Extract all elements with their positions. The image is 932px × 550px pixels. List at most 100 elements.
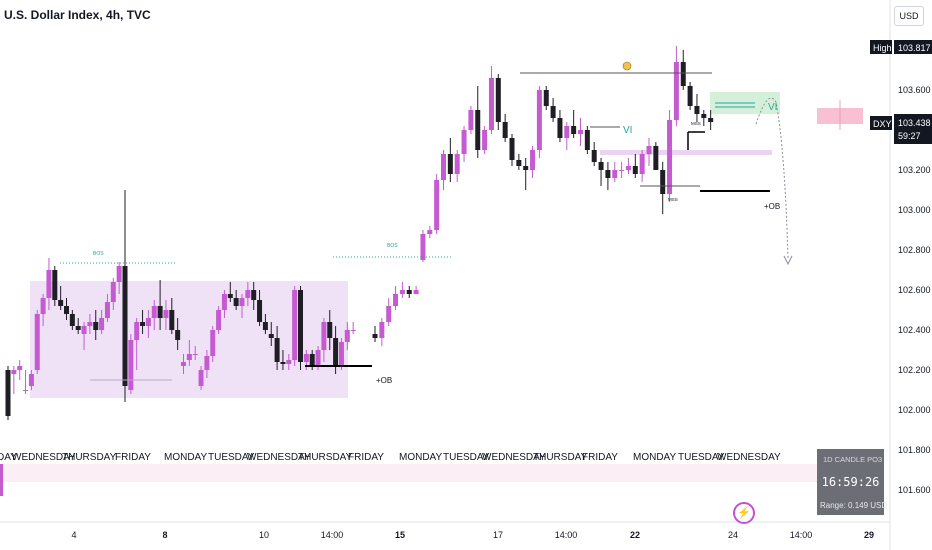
- bos-label-2: BOS: [387, 243, 398, 249]
- candle-a-body-58: [344, 330, 350, 342]
- candle-a-body-14: [87, 322, 93, 326]
- candle-a-body-35: [210, 330, 216, 356]
- candle-a-body-15: [93, 322, 99, 330]
- candle-a-body-28: [169, 310, 175, 330]
- candle-b-body-1: [379, 322, 385, 338]
- candle-b-body-23: [530, 150, 536, 170]
- day-label-12: THURSDAY: [533, 452, 588, 463]
- day-label-14: MONDAY: [633, 452, 676, 463]
- day-label-0: DAY: [0, 452, 17, 463]
- candle-b-body-35: [612, 170, 618, 178]
- price-tick-8: 102.200: [898, 365, 931, 375]
- day-label-3: FRIDAY: [115, 452, 151, 463]
- candle-b-body-36: [619, 170, 625, 171]
- candle-b-body-38: [632, 166, 638, 174]
- day-label-5: TUESDAY: [208, 452, 255, 463]
- price-tick-6: 102.600: [898, 285, 931, 295]
- mss-label-1: MSS: [691, 121, 701, 126]
- price-tick-3: 103.200: [898, 165, 931, 175]
- vi-label-1: VI: [623, 125, 632, 136]
- candle-b-body-32: [591, 150, 597, 162]
- candle-a-body-44: [262, 322, 268, 330]
- mss-label-2: MSS: [668, 197, 678, 202]
- candle-b-body-28: [564, 126, 570, 138]
- candle-a-body-51: [303, 354, 309, 362]
- day-label-2: THURSDAY: [62, 452, 117, 463]
- price-tick-9: 102.000: [898, 405, 931, 415]
- time-tick-2: 10: [259, 530, 269, 540]
- candle-b-body-10: [441, 154, 446, 180]
- overlays-layer: [60, 61, 841, 381]
- last-price-value: 103.438: [898, 118, 931, 128]
- candle-a-body-57: [338, 342, 344, 366]
- candle-b-body-41: [653, 146, 659, 170]
- candle-b-body-20: [509, 138, 515, 160]
- candle-a-body-25: [151, 306, 157, 318]
- candle-a-body-45: [268, 334, 274, 338]
- candle-b-body-14: [468, 110, 474, 130]
- candle-b-body-24: [536, 90, 542, 150]
- candle-a-body-39: [233, 298, 239, 306]
- candle-b-body-30: [578, 130, 583, 134]
- candle-b-body-9: [434, 180, 440, 230]
- candle-b-body-15: [475, 110, 481, 150]
- candle-a-body-23: [140, 322, 146, 326]
- candle-a-body-9: [58, 300, 64, 306]
- day-label-6: WEDNESDAY: [247, 452, 311, 463]
- candle-b-body-34: [605, 170, 611, 178]
- candle-b-body-18: [495, 78, 501, 122]
- candle-a-body-36: [216, 310, 222, 330]
- high-tag-value-bg: [894, 40, 932, 54]
- day-label-8: FRIDAY: [348, 452, 384, 463]
- candle-b-body-29: [571, 126, 577, 134]
- candle-b-body-19: [502, 122, 508, 138]
- candle-a-body-13: [81, 326, 87, 334]
- day-label-1: WEDNESDAY: [12, 452, 76, 463]
- candle-b-body-22: [523, 166, 529, 170]
- candle-a-body-2: [17, 366, 23, 370]
- time-axis[interactable]: 4 8 10 14:00 15 17 14:00 22 24 14:00 29: [71, 530, 874, 540]
- candle-a-body-6: [40, 298, 46, 314]
- price-tick-4: 103.000: [898, 205, 931, 215]
- candle-a-body-7: [46, 270, 52, 298]
- candle-b-body-40: [646, 146, 652, 154]
- candle-b-body-5: [406, 290, 412, 294]
- time-tick-10: 29: [864, 530, 874, 540]
- chart-title: U.S. Dollar Index, 4h, TVC: [4, 8, 151, 22]
- candle-a-body-12: [75, 326, 81, 330]
- price-axis[interactable]: 103.800103.600103.400103.200103.000102.8…: [898, 45, 931, 495]
- candle-b-body-44: [673, 62, 679, 120]
- candle-b-body-26: [550, 106, 556, 118]
- emoji-icon: [622, 61, 632, 71]
- candle-a-body-24: [145, 318, 151, 326]
- candle-b-body-13: [461, 130, 467, 154]
- price-tick-1: 103.600: [898, 85, 931, 95]
- price-tick-10: 101.800: [898, 445, 931, 455]
- candle-a-body-22: [134, 322, 140, 340]
- candle-a-body-26: [157, 306, 163, 318]
- projection-path: [755, 97, 789, 261]
- high-tag-label-bg: [870, 40, 892, 54]
- candle-b-body-16: [482, 130, 488, 150]
- candle-b-body-0: [372, 334, 378, 338]
- candle-a-body-37: [221, 294, 227, 310]
- candle-a-body-41: [245, 290, 251, 298]
- candle-a-body-54: [321, 322, 327, 350]
- price-tick-7: 102.400: [898, 325, 931, 335]
- candle-a-body-48: [286, 360, 292, 364]
- projection-arrowhead: [783, 255, 793, 266]
- time-tick-1: 8: [162, 530, 167, 540]
- bar-countdown: 59:27: [898, 131, 921, 141]
- candle-b-body-8: [427, 230, 433, 234]
- candle-a-body-20: [122, 266, 128, 386]
- candle-b-body-6: [413, 290, 419, 294]
- lightning-icon[interactable]: ⚡: [733, 502, 755, 524]
- candle-a-body-21: [128, 340, 134, 390]
- currency-button[interactable]: USD: [894, 6, 924, 26]
- candle-b-body-12: [454, 154, 460, 174]
- candle-b-body-42: [660, 170, 666, 194]
- day-label-15: TUESDAY: [678, 452, 725, 463]
- candle-countdown-widget[interactable]: 1D CANDLE PO3 16:59:26 Range: 0.149 USD: [817, 449, 887, 515]
